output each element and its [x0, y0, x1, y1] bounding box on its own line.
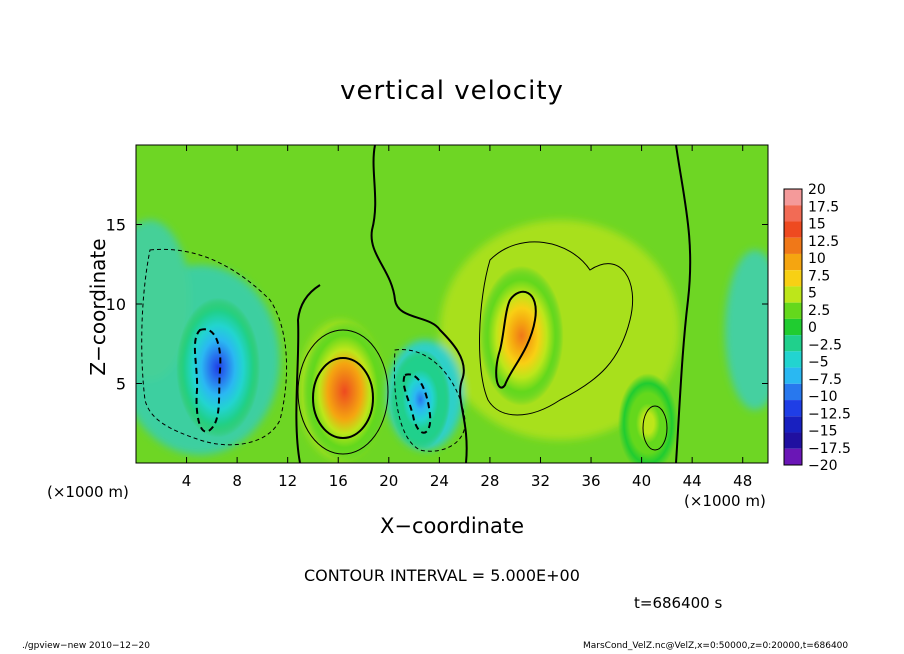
- colorbar-swatch-6: [784, 286, 802, 303]
- colorbar-swatch-13: [784, 400, 802, 417]
- colorbar-swatch-9: [784, 335, 802, 352]
- x-axis-label: X−coordinate: [0, 514, 904, 538]
- colorbar-label-15: −17.5: [808, 441, 851, 457]
- colorbar-swatch-1: [784, 205, 802, 222]
- colorbar-label-3: 12.5: [808, 234, 839, 250]
- time-stamp: t=686400 s: [634, 594, 723, 612]
- y-tick-label-2: 15: [106, 216, 126, 235]
- contour-downdraft2-10: [402, 373, 432, 434]
- x-tick-label-9: 40: [632, 472, 651, 490]
- x-tick-label-1: 8: [232, 472, 242, 490]
- x-tick-label-7: 32: [531, 472, 550, 490]
- colorbar-swatch-2: [784, 221, 802, 238]
- colorbar-label-1: 17.5: [808, 199, 839, 215]
- contour-interval: CONTOUR INTERVAL = 5.000E+00: [304, 566, 580, 585]
- x-axis-ticks: 4 8 12 16 20 24 28 32 36 40 44 48: [182, 145, 752, 490]
- field-left-edge: [136, 220, 190, 380]
- x-tick-label-8: 36: [581, 472, 600, 490]
- colorbar-label-13: −12.5: [808, 406, 851, 422]
- colorbar-label-5: 7.5: [808, 268, 830, 284]
- colorbar-label-7: 2.5: [808, 303, 830, 319]
- colorbar-label-0: 20: [808, 182, 826, 198]
- field-right-edge: [725, 250, 768, 410]
- colorbar-swatch-0: [784, 189, 802, 206]
- colorbar-swatch-3: [784, 237, 802, 254]
- x-tick-label-5: 24: [430, 472, 449, 490]
- x-tick-label-4: 20: [379, 472, 398, 490]
- colorbar-swatch-11: [784, 367, 802, 384]
- x-tick-label-3: 16: [329, 472, 348, 490]
- colorbar-label-16: −20: [808, 458, 838, 474]
- colorbar-swatch-4: [784, 253, 802, 271]
- contour-downdraft-10: [193, 328, 222, 433]
- colorbar-swatch-16: [784, 448, 802, 465]
- contour-downdraft2-5: [393, 349, 466, 452]
- colorbar-frame: [783, 188, 803, 466]
- colorbar-swatch-8: [784, 318, 802, 336]
- x-tick-label-11: 48: [733, 472, 752, 490]
- y-tick-label-1: 10: [106, 295, 126, 314]
- feature-negative-0: [176, 297, 261, 438]
- colorbar-swatch-14: [784, 416, 802, 433]
- x-tick-label-10: 44: [683, 472, 702, 490]
- y-tick-label-0: 5: [116, 375, 126, 394]
- colorbar-label-11: −7.5: [808, 372, 842, 388]
- colorbar-label-8: 0: [808, 320, 817, 336]
- contour-layer: [141, 145, 692, 463]
- footer-left: ./gpview−new 2010−12−20: [22, 641, 150, 651]
- zero-contour-1: [370, 145, 468, 463]
- contour-updraft3-5: [642, 405, 668, 451]
- colorbar-swatch-15: [784, 432, 802, 449]
- colorbar-label-14: −15: [808, 424, 838, 440]
- colorbar-swatch-12: [784, 383, 802, 401]
- colorbar-swatch-7: [784, 302, 802, 319]
- colorbar-label-10: −5: [808, 355, 829, 371]
- feature-positive-3: [479, 265, 564, 406]
- colorbar-swatch-5: [784, 270, 802, 287]
- x-axis-label-text: X−coordinate: [380, 514, 524, 538]
- chart-title: vertical velocity: [340, 76, 564, 106]
- colorbar-label-6: 5: [808, 286, 817, 302]
- feature-negative-2: [390, 349, 451, 450]
- feature-positive-1: [302, 321, 387, 462]
- zero-contour-2: [295, 284, 321, 463]
- colorbar-label-2: 15: [808, 217, 826, 233]
- colorbar-label-4: 10: [808, 251, 826, 267]
- y-axis-unit: (×1000 m): [47, 483, 129, 501]
- x-tick-label-6: 28: [480, 472, 499, 490]
- feature-positive-4: [617, 373, 678, 463]
- footer-right: MarsCond_VelZ.nc@VelZ,x=0:50000,z=0:2000…: [583, 641, 849, 651]
- contour-updraft2-10: [495, 290, 537, 389]
- contour-updraft2-5: [479, 241, 634, 416]
- colorbar-label-9: −2.5: [808, 337, 842, 353]
- contour-downdraft-5: [141, 248, 288, 446]
- contour-updraft-10: [312, 357, 374, 439]
- x-tick-label-2: 12: [278, 472, 297, 490]
- zero-contour-3: [675, 145, 692, 463]
- y-axis-ticks: 5 10 15: [106, 216, 768, 394]
- plot-area: [135, 144, 769, 464]
- x-tick-label-0: 4: [182, 472, 192, 490]
- colorbar-label-12: −10: [808, 389, 838, 405]
- contour-updraft-5: [297, 329, 389, 455]
- x-axis-unit: (×1000 m): [684, 492, 766, 510]
- colorbar-swatch-10: [784, 351, 802, 368]
